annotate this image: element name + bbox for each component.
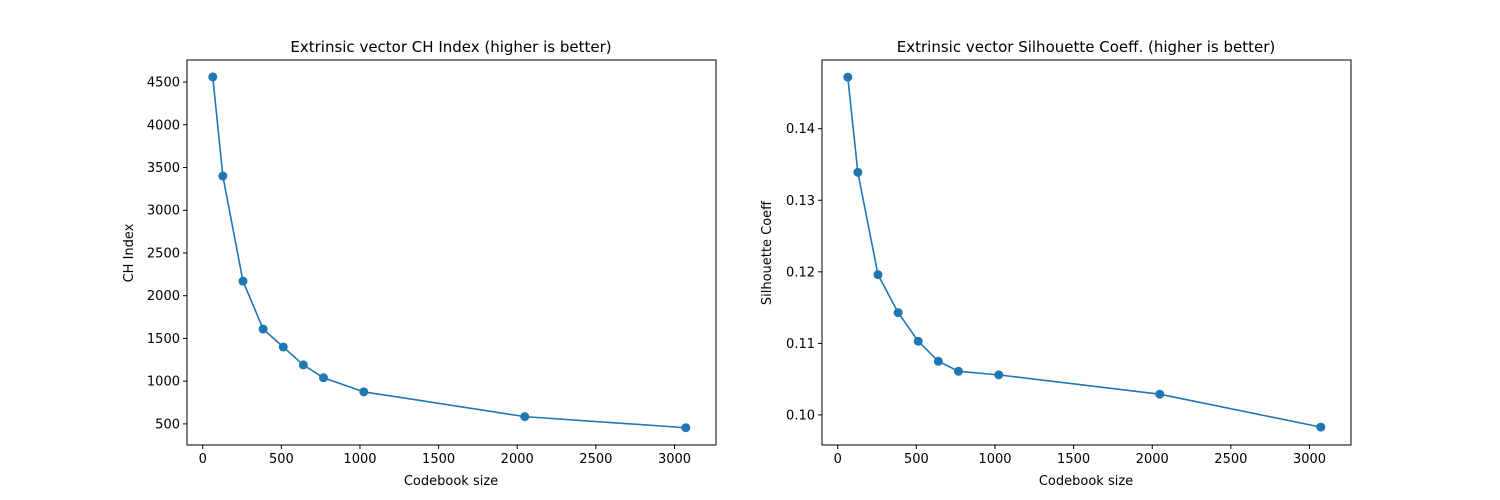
y-tick-label: 0.12	[786, 265, 815, 280]
y-tick-label: 0.11	[786, 337, 815, 352]
chart-title: Extrinsic vector CH Index (higher is bet…	[290, 38, 611, 56]
data-point	[1316, 422, 1326, 432]
x-tick-label: 500	[269, 452, 294, 467]
y-tick-label: 3000	[147, 204, 180, 219]
x-tick-label: 2000	[1136, 452, 1169, 467]
x-tick-label: 500	[904, 452, 929, 467]
x-axis-label: Codebook size	[1039, 474, 1133, 489]
axes-frame	[821, 59, 1352, 446]
y-tick-label: 0.10	[786, 408, 815, 423]
data-point	[258, 324, 268, 334]
x-tick-label: 2000	[501, 452, 534, 467]
x-tick-label: 0	[834, 452, 842, 467]
chart-ch-index: Extrinsic vector CH Index (higher is bet…	[122, 38, 717, 489]
x-tick-label: 1000	[343, 452, 376, 467]
y-tick-label: 0.14	[786, 122, 815, 137]
data-point	[873, 270, 883, 280]
data-point	[933, 356, 943, 366]
x-tick-label: 0	[199, 452, 207, 467]
y-tick-label: 3500	[147, 161, 180, 176]
y-axis-label: CH Index	[122, 223, 137, 282]
data-point	[913, 336, 923, 346]
y-tick-label: 2500	[147, 246, 180, 261]
series-line	[846, 77, 1321, 428]
y-tick-label: 4000	[147, 118, 180, 133]
data-point	[318, 373, 328, 383]
y-tick-label: 2000	[147, 289, 180, 304]
data-point	[238, 276, 248, 286]
data-point	[953, 366, 963, 376]
y-axis-label: Silhouette Coeff	[760, 200, 775, 305]
x-tick-label: 1000	[978, 452, 1011, 467]
y-tick-label: 1000	[147, 375, 180, 390]
y-tick-label: 0.13	[786, 194, 815, 209]
x-axis-label: Codebook size	[404, 474, 498, 489]
data-point	[853, 167, 863, 177]
x-tick-label: 1500	[422, 452, 455, 467]
data-point	[208, 72, 218, 82]
axes-frame	[186, 59, 717, 446]
chart-title: Extrinsic vector Silhouette Coeff. (high…	[897, 38, 1275, 56]
data-point	[218, 171, 228, 181]
x-tick-label: 2500	[579, 452, 612, 467]
x-tick-label: 1500	[1057, 452, 1090, 467]
data-point	[893, 308, 903, 318]
x-tick-label: 3000	[658, 452, 691, 467]
y-tick-label: 4500	[147, 76, 180, 91]
y-tick-label: 500	[155, 417, 180, 432]
x-tick-label: 3000	[1293, 452, 1326, 467]
data-point	[359, 387, 369, 397]
data-point	[1155, 389, 1165, 399]
data-point	[278, 342, 288, 352]
data-point	[994, 370, 1004, 380]
data-point	[681, 423, 691, 433]
data-point	[298, 360, 308, 370]
x-tick-label: 2500	[1214, 452, 1247, 467]
data-point	[843, 72, 853, 82]
series-line	[211, 76, 686, 429]
chart-silhouette-coeff: Extrinsic vector Silhouette Coeff. (high…	[760, 38, 1352, 489]
y-tick-label: 1500	[147, 332, 180, 347]
data-point	[520, 412, 530, 422]
